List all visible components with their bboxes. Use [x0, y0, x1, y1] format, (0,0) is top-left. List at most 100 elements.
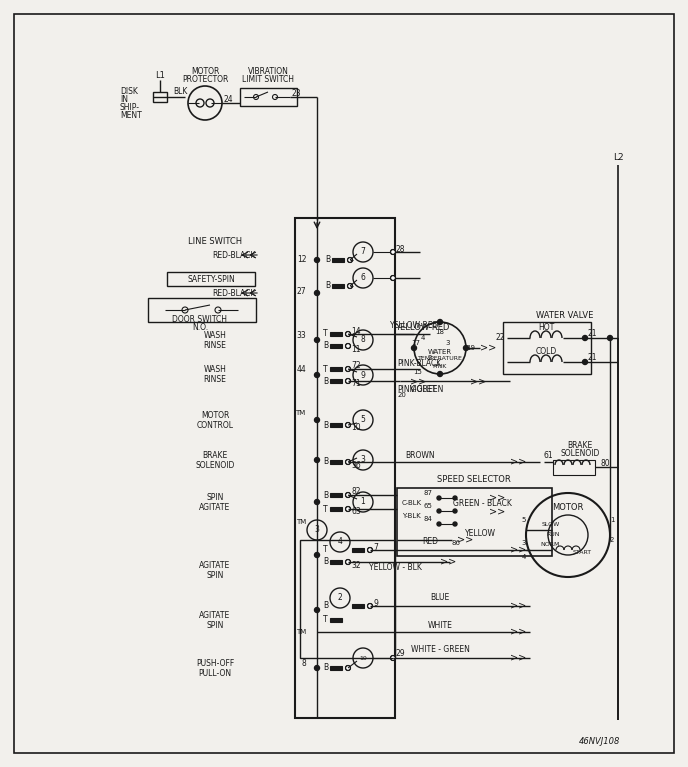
Bar [330, 493, 342, 497]
Text: 7: 7 [373, 542, 378, 551]
Text: DOOR SWITCH: DOOR SWITCH [173, 315, 228, 324]
Text: LINE SWITCH: LINE SWITCH [188, 238, 242, 246]
Text: PINK-GREEN: PINK-GREEN [397, 386, 443, 394]
Text: 18: 18 [436, 329, 444, 335]
Text: N.O.: N.O. [192, 324, 208, 333]
Text: MOTOR: MOTOR [191, 67, 219, 77]
Bar [330, 367, 342, 371]
Circle shape [314, 457, 319, 463]
Text: SAFETY-SPIN: SAFETY-SPIN [187, 275, 235, 284]
Text: 2: 2 [338, 594, 343, 603]
Text: RED-BLACK: RED-BLACK [213, 251, 256, 259]
Text: >>: >> [470, 376, 486, 386]
Bar [330, 618, 342, 622]
Text: 28: 28 [396, 245, 405, 254]
Text: BLUE: BLUE [431, 594, 450, 603]
Circle shape [345, 506, 350, 512]
Text: SPIN: SPIN [206, 492, 224, 502]
Text: 1: 1 [361, 498, 365, 506]
Text: 4: 4 [420, 335, 425, 341]
Text: 5: 5 [361, 416, 365, 424]
Circle shape [314, 666, 319, 670]
Text: 33: 33 [297, 331, 306, 340]
Text: 65: 65 [424, 503, 433, 509]
Text: 10: 10 [351, 423, 361, 433]
Text: SOLENOID: SOLENOID [560, 449, 600, 457]
Circle shape [391, 656, 396, 660]
Text: 9: 9 [361, 370, 365, 380]
Text: B: B [323, 491, 328, 499]
Text: B: B [325, 281, 330, 291]
Circle shape [453, 522, 457, 526]
Circle shape [345, 367, 350, 371]
Text: WATER VALVE: WATER VALVE [537, 311, 594, 320]
Text: 4: 4 [338, 538, 343, 547]
Text: >>: >> [510, 601, 526, 611]
Text: B: B [323, 377, 328, 386]
Text: 23: 23 [292, 88, 301, 97]
Text: 8: 8 [361, 335, 365, 344]
Circle shape [391, 249, 396, 255]
Bar [330, 344, 342, 348]
Text: YELLOW-RED: YELLOW-RED [395, 324, 449, 333]
Text: B: B [323, 457, 328, 466]
Circle shape [314, 552, 319, 558]
Text: BLK: BLK [173, 87, 187, 97]
Bar [240, 88, 297, 106]
Circle shape [347, 258, 352, 262]
Text: 20: 20 [398, 392, 407, 398]
Bar [330, 560, 342, 564]
Text: MOTOR: MOTOR [552, 502, 583, 512]
Text: COLD: COLD [535, 347, 557, 357]
Circle shape [437, 522, 441, 526]
Text: BROWN: BROWN [405, 450, 435, 459]
Text: B: B [323, 341, 328, 351]
Text: YELLOW: YELLOW [465, 528, 496, 538]
Circle shape [345, 331, 350, 337]
Text: 27: 27 [297, 287, 306, 295]
Text: RED-BLACK: RED-BLACK [213, 288, 256, 298]
Text: 2: 2 [610, 537, 614, 543]
Text: 21: 21 [587, 330, 596, 338]
Bar [332, 258, 344, 262]
Bar [330, 379, 342, 383]
Circle shape [367, 604, 372, 608]
Circle shape [314, 291, 319, 295]
Text: 8: 8 [301, 659, 306, 667]
Text: RINSE: RINSE [204, 341, 226, 350]
Text: 63: 63 [351, 508, 361, 516]
Text: 14: 14 [351, 327, 361, 335]
Bar [167, 272, 255, 286]
Circle shape [345, 378, 350, 384]
Circle shape [314, 258, 319, 262]
Bar [148, 298, 256, 322]
Bar [300, 540, 395, 658]
Text: TM: TM [296, 519, 306, 525]
Text: 87: 87 [424, 490, 433, 496]
Text: 17: 17 [411, 340, 420, 346]
Text: B: B [323, 663, 328, 673]
Text: PUSH-OFF: PUSH-OFF [196, 659, 234, 667]
Text: T: T [323, 330, 327, 338]
Text: SPIN: SPIN [206, 621, 224, 630]
Circle shape [314, 337, 319, 343]
Circle shape [314, 373, 319, 377]
Bar [397, 488, 552, 556]
Bar [153, 92, 167, 102]
Text: 7: 7 [361, 248, 365, 256]
Text: 21: 21 [587, 354, 596, 363]
Text: SPEED SELECTOR: SPEED SELECTOR [437, 476, 511, 485]
Text: AGITATE: AGITATE [200, 611, 230, 620]
Text: T: T [323, 545, 327, 555]
Text: >>: >> [489, 493, 505, 503]
Text: B: B [323, 420, 328, 430]
Text: 12: 12 [297, 255, 307, 265]
Text: 80: 80 [601, 459, 610, 468]
Text: >>: >> [510, 457, 526, 467]
Text: 82: 82 [351, 488, 361, 496]
Text: 61: 61 [544, 450, 554, 459]
Text: MENT: MENT [120, 111, 142, 120]
Circle shape [437, 509, 441, 513]
Bar [503, 322, 591, 374]
Text: NORM: NORM [541, 542, 560, 548]
